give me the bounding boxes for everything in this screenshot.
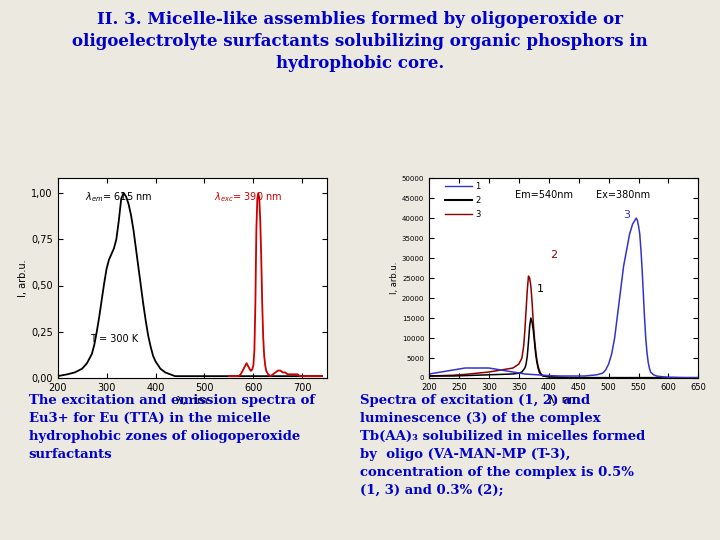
Text: $\lambda_{exc}$= 390 nm: $\lambda_{exc}$= 390 nm <box>214 190 282 204</box>
Text: 1: 1 <box>475 181 480 191</box>
Text: Em=540nm: Em=540nm <box>516 190 573 200</box>
Text: II. 3. Micelle-like assemblies formed by oligoperoxide or
oligoelectrolyte surfa: II. 3. Micelle-like assemblies formed by… <box>72 11 648 72</box>
X-axis label: λ, nm: λ, nm <box>548 395 580 404</box>
Text: Ex=380nm: Ex=380nm <box>596 190 650 200</box>
X-axis label: λ, nm: λ, nm <box>176 396 208 406</box>
Text: T = 300 K: T = 300 K <box>90 334 138 344</box>
Text: 1: 1 <box>537 284 544 294</box>
Y-axis label: I, arb.u.: I, arb.u. <box>390 262 399 294</box>
Text: $\lambda_{em}$= 615 nm: $\lambda_{em}$= 615 nm <box>84 190 152 204</box>
Text: Spectra of excitation (1, 2) and
luminescence (3) of the complex
Tb(AA)₃ solubil: Spectra of excitation (1, 2) and lumines… <box>360 394 645 497</box>
Text: 3: 3 <box>623 210 630 220</box>
Text: 2: 2 <box>475 195 480 205</box>
Text: 3: 3 <box>475 210 480 219</box>
Y-axis label: I, arb.u.: I, arb.u. <box>18 259 28 297</box>
Text: 2: 2 <box>550 250 557 260</box>
Text: The excitation and emission spectra of
Eu3+ for Eu (TTA) in the micelle
hydropho: The excitation and emission spectra of E… <box>29 394 315 461</box>
